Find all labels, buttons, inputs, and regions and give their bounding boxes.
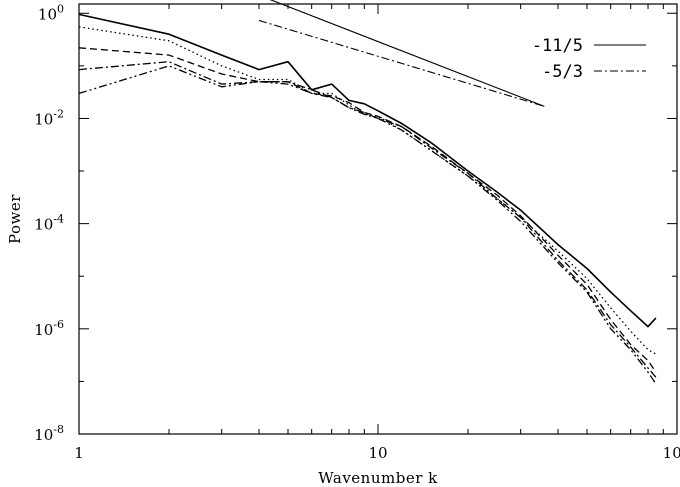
y-tick-label: 10-8 (34, 423, 64, 444)
axis-ticks: 1 10 100 100 10-2 10-4 10-6 10-8 (34, 2, 680, 462)
spectrum-series-line (78, 47, 657, 373)
reference-slopes (258, 0, 545, 107)
x-tick-label: 1 (74, 444, 84, 462)
spectrum-series-line (78, 61, 657, 378)
y-axis-title: Power (6, 194, 24, 244)
spectrum-series-line (78, 65, 657, 385)
legend-label: -11/5 (532, 36, 583, 56)
x-tick-label: 100 (663, 444, 680, 462)
spectrum-series (78, 13, 657, 385)
slope-line (258, 19, 545, 107)
y-tick-label: 10-6 (34, 318, 64, 339)
spectrum-series-line (78, 26, 657, 355)
y-tick-label: 10-4 (34, 213, 64, 234)
spectrum-series-line (78, 13, 657, 328)
slope-line (269, 0, 545, 107)
legend-label: -5/3 (542, 62, 583, 82)
y-tick-label: 10-2 (34, 107, 64, 128)
legend: -11/5 -5/3 (532, 36, 646, 82)
plot-frame (78, 3, 678, 435)
x-tick-label: 10 (368, 444, 387, 462)
x-axis-title: Wavenumber k (318, 469, 438, 487)
y-tick-label: 100 (38, 2, 64, 23)
